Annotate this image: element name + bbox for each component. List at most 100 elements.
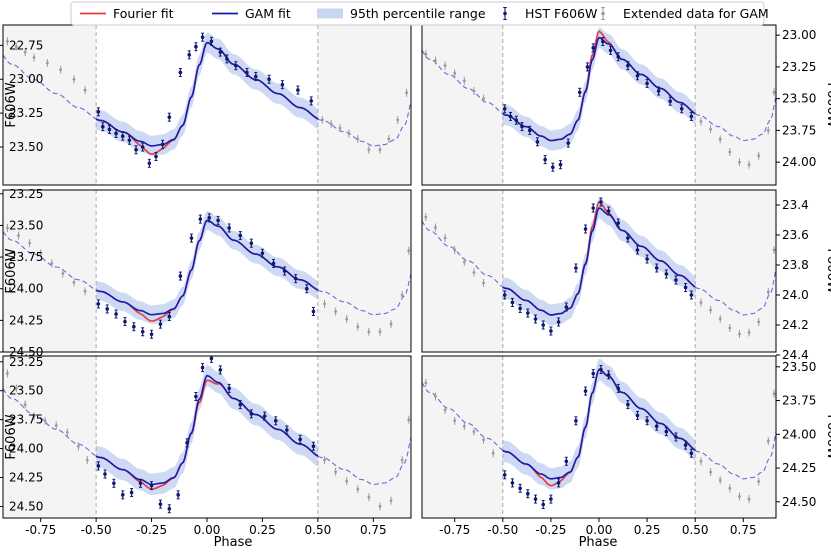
y-tick-label: 23.75 (782, 394, 816, 408)
extended-point (378, 145, 382, 154)
y-tick-label: 23.75 (782, 123, 816, 137)
extended-point (709, 468, 712, 477)
x-axis-label-right: Phase (579, 535, 618, 550)
extended-point (28, 239, 32, 248)
extended-point (443, 61, 447, 70)
hst-point (120, 131, 125, 141)
extended-point (45, 58, 49, 67)
extended-point (728, 324, 732, 332)
extended-point (76, 442, 80, 451)
hst-point (282, 266, 287, 276)
gam-extended-curve-left (422, 220, 504, 288)
extended-point (323, 299, 326, 308)
y-tick-label: 23.75 (9, 250, 43, 264)
hst-point (654, 263, 659, 273)
extended-point (757, 318, 761, 326)
hst-point (518, 304, 522, 313)
hst-point (556, 478, 561, 488)
legend-swatch (317, 8, 343, 19)
legend-label: Extended data for GAM (623, 6, 769, 21)
hst-point (535, 137, 540, 147)
hst-point (520, 122, 524, 132)
extended-point (491, 449, 495, 458)
extended-point (14, 384, 18, 393)
legend-swatch (503, 7, 507, 20)
hst-point (149, 329, 154, 339)
extended-point (482, 435, 485, 444)
extended-point (709, 306, 712, 314)
hst-point (583, 386, 588, 396)
hst-point (189, 233, 194, 243)
hst-point (154, 152, 158, 162)
hst-point (123, 317, 127, 327)
shaded-region-0 (422, 356, 503, 518)
plot-area (3, 25, 411, 185)
extended-point (65, 428, 69, 437)
gam-fit-curve (95, 41, 319, 147)
percentile-band (96, 364, 318, 496)
shaded-region-0 (422, 25, 503, 185)
extended-point (766, 437, 770, 446)
shaded-region-1 (317, 25, 411, 185)
y-tick-label: 23.6 (782, 228, 809, 242)
y-tick-label: 24.50 (9, 499, 43, 513)
hst-point (96, 299, 101, 309)
hst-point (227, 223, 231, 233)
hst-point (200, 32, 205, 42)
panel-bottom-right: 23.50 23.75 24.00 24.25 24.50 F606W -0.75 -0.50… (421, 355, 831, 537)
plot-area (3, 356, 411, 518)
hst-point (311, 441, 316, 451)
hst-point (158, 319, 163, 329)
hst-point (527, 125, 532, 135)
extended-point (453, 246, 457, 254)
extended-point (72, 278, 76, 287)
hst-point (564, 302, 569, 312)
hst-point (218, 47, 223, 57)
gam-fit-curve (502, 36, 696, 142)
gam-fit-curve (502, 368, 696, 480)
legend: Fourier fit GAM fit 95th percentile range H… (70, 1, 769, 26)
extended-point (387, 134, 391, 143)
hst-point (187, 50, 192, 60)
extended-point (83, 287, 87, 296)
y-tick-label: 24.25 (9, 313, 43, 327)
hst-point (96, 107, 101, 117)
gam-fit-curve (502, 207, 696, 316)
extended-point (747, 328, 751, 337)
extended-point (772, 246, 776, 254)
legend-swatch (601, 7, 605, 20)
hst-point (558, 160, 563, 170)
gam-extended-curve-left (3, 54, 97, 120)
extended-point (718, 476, 722, 485)
extended-point (61, 269, 65, 278)
legend-entry: HST F606W (503, 6, 597, 21)
y-tick-label: 24.00 (782, 427, 816, 441)
extended-point (405, 88, 408, 97)
extended-point (462, 76, 466, 85)
y-tick-label: 24.00 (9, 282, 43, 296)
hst-point (585, 62, 590, 72)
hst-point (209, 36, 214, 46)
extended-point (462, 258, 466, 266)
y-tick-label: 24.0 (782, 288, 809, 302)
hst-point (309, 96, 314, 106)
x-tick-label: 0.50 (305, 523, 332, 537)
hst-point (245, 67, 249, 77)
extended-point (32, 412, 36, 421)
extended-point (345, 476, 349, 485)
y-tick-label: 24.25 (9, 471, 43, 485)
shaded-region-0 (3, 356, 97, 518)
x-tick-label: -0.75 (439, 523, 470, 537)
extended-point (472, 268, 476, 277)
y-axis-label: F606W (824, 414, 831, 459)
y-tick-label: 23.00 (782, 28, 816, 42)
panels: 22.7523.0023.2523.50F606W23.0023.2523.50… (0, 24, 831, 537)
hst-point (533, 494, 538, 504)
y-tick-label: 24.2 (782, 318, 809, 332)
shaded-region-1 (695, 25, 776, 185)
extended-point (424, 213, 428, 221)
x-tick-label: -0.75 (25, 523, 56, 537)
extended-point (709, 125, 712, 134)
hst-point (502, 104, 507, 114)
